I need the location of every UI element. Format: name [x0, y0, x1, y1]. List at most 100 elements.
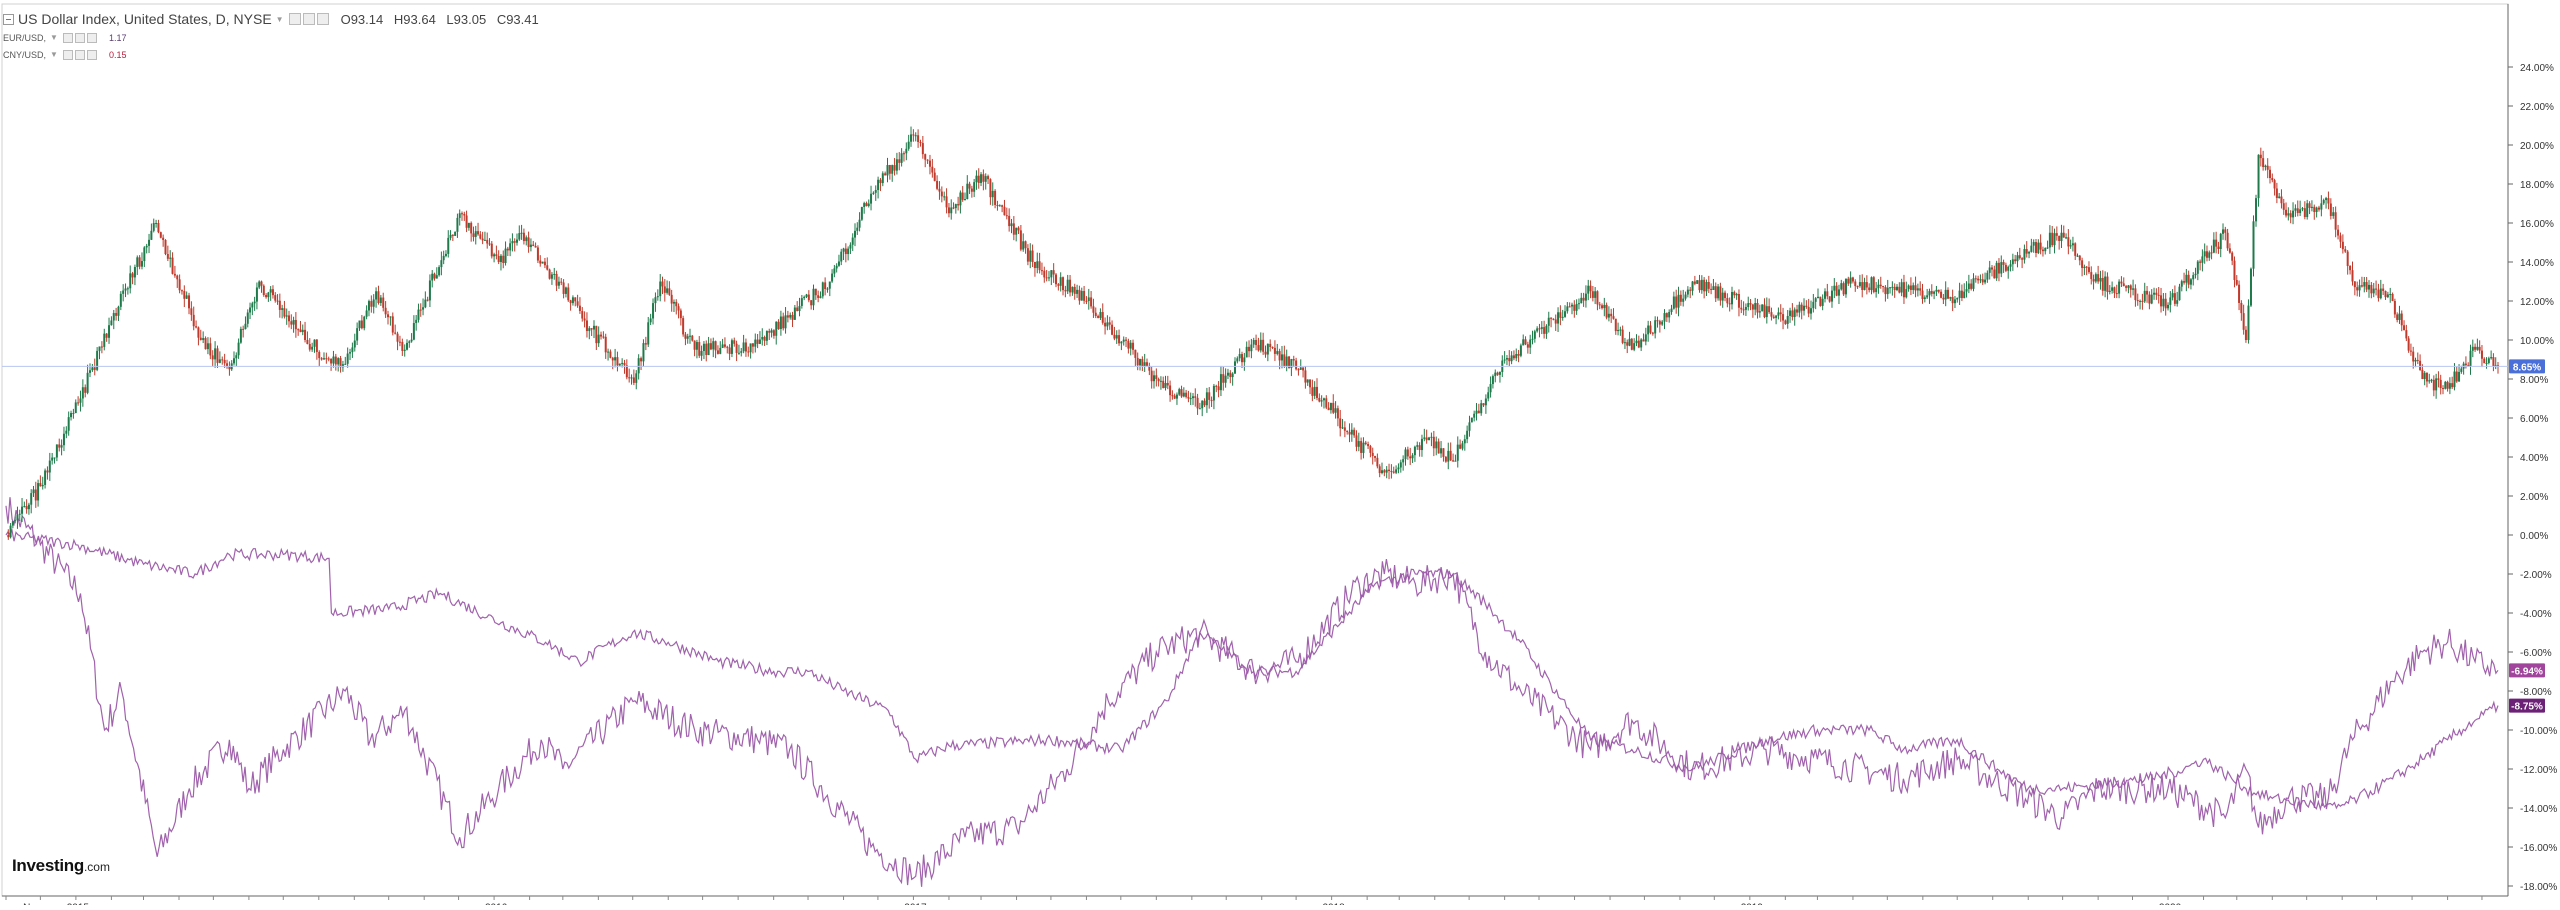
candle-body — [18, 513, 21, 515]
candle-body — [600, 334, 603, 337]
candle-body — [740, 351, 743, 353]
candle-body — [1090, 297, 1093, 307]
candle-body — [560, 281, 563, 283]
candle-body — [166, 253, 169, 259]
candle-body — [522, 232, 525, 242]
series-settings-icon[interactable] — [302, 13, 315, 25]
chevron-down-icon[interactable]: ▼ — [275, 14, 284, 24]
candle-body — [228, 366, 231, 370]
candle-body — [1430, 436, 1433, 438]
candle-body — [2025, 249, 2028, 254]
candle-body — [440, 260, 443, 268]
candle-body — [844, 248, 847, 255]
candle-body — [1381, 470, 1384, 474]
candle-body — [2252, 221, 2255, 269]
candle-body — [1740, 307, 1743, 310]
candle-body — [867, 203, 870, 206]
series-settings-icon[interactable] — [74, 32, 85, 43]
candle-body — [136, 257, 139, 268]
candle-body — [253, 301, 256, 304]
candle-body — [1940, 291, 1943, 298]
candle-body — [2400, 313, 2403, 326]
candle-body — [451, 234, 454, 236]
candle-body — [506, 248, 509, 251]
candle-body — [2334, 212, 2337, 230]
candle-body — [2259, 154, 2262, 159]
candle-body — [23, 506, 26, 508]
candle-body — [117, 306, 120, 316]
candle-body — [2085, 266, 2088, 268]
chevron-down-icon[interactable]: ▼ — [50, 33, 58, 42]
candle-body — [1835, 285, 1838, 296]
candle-body — [1491, 376, 1494, 385]
candle-body — [474, 231, 477, 237]
candle-body — [1425, 437, 1428, 441]
collapse-legend-icon[interactable] — [3, 13, 14, 25]
candle-body — [1463, 439, 1466, 444]
candle-body — [910, 134, 913, 142]
candle-body — [814, 288, 817, 296]
candle-body — [595, 325, 598, 344]
series-remove-icon[interactable] — [86, 49, 97, 60]
candle-body — [686, 336, 689, 339]
candle-body — [623, 362, 626, 366]
candle-body — [2299, 209, 2302, 214]
candle-body — [138, 257, 141, 267]
investing-logo[interactable]: Investing.com — [12, 856, 110, 876]
candle-body — [1584, 293, 1587, 301]
candle-body — [2273, 180, 2276, 189]
candle-body — [1582, 297, 1585, 301]
logo-name: Investing — [12, 856, 84, 875]
candle-body — [2143, 290, 2146, 302]
candle-body — [1122, 339, 1125, 342]
candle-body — [2069, 245, 2072, 247]
candle-body — [262, 285, 265, 296]
candle-body — [548, 269, 551, 279]
candle-body — [2242, 313, 2245, 330]
candle-body — [921, 143, 924, 155]
candle-body — [197, 327, 200, 338]
candle-body — [1865, 282, 1868, 288]
legend-cny-row[interactable]: CNY/USD, ▼ 0.15 — [3, 46, 539, 63]
series-remove-icon[interactable] — [86, 32, 97, 43]
candle-body — [2244, 329, 2247, 340]
candle-body — [1015, 227, 1018, 235]
candle-body — [730, 340, 733, 354]
series-settings-icon[interactable] — [74, 49, 85, 60]
candle-body — [888, 165, 891, 174]
candle-body — [1129, 342, 1132, 349]
candle-body — [334, 356, 337, 365]
candle-body — [1420, 438, 1423, 451]
candle-body — [1292, 359, 1295, 361]
candle-body — [2280, 196, 2283, 204]
candle-body — [1630, 338, 1633, 350]
candle-body — [2474, 346, 2477, 350]
candle-body — [1064, 290, 1067, 292]
legend-main-row[interactable]: US Dollar Index, United States, D, NYSE … — [3, 9, 539, 29]
series-remove-icon[interactable] — [316, 13, 329, 25]
candle-body — [2153, 292, 2156, 295]
candle-body — [2451, 383, 2454, 388]
candle-body — [1222, 374, 1225, 383]
legend-eur-row[interactable]: EUR/USD, ▼ 1.17 — [3, 29, 539, 46]
candle-body — [954, 204, 957, 209]
current-value-label: -6.94% — [2511, 666, 2543, 677]
candle-body — [2087, 267, 2090, 273]
candle-body — [590, 328, 593, 330]
series-visibility-icon[interactable] — [62, 32, 73, 43]
series-visibility-icon[interactable] — [288, 13, 301, 25]
candle-body — [2329, 203, 2332, 216]
series-visibility-icon[interactable] — [62, 49, 73, 60]
candle-body — [2275, 188, 2278, 198]
chevron-down-icon[interactable]: ▼ — [50, 50, 58, 59]
candle-body — [1953, 299, 1956, 304]
candle-body — [1355, 435, 1358, 447]
y-tick-label: 14.00% — [2520, 258, 2554, 269]
candle-body — [2409, 350, 2412, 352]
candle-body — [1311, 387, 1314, 396]
candle-body — [1875, 288, 1878, 293]
candle-body — [1997, 262, 2000, 274]
candle-body — [891, 165, 894, 174]
